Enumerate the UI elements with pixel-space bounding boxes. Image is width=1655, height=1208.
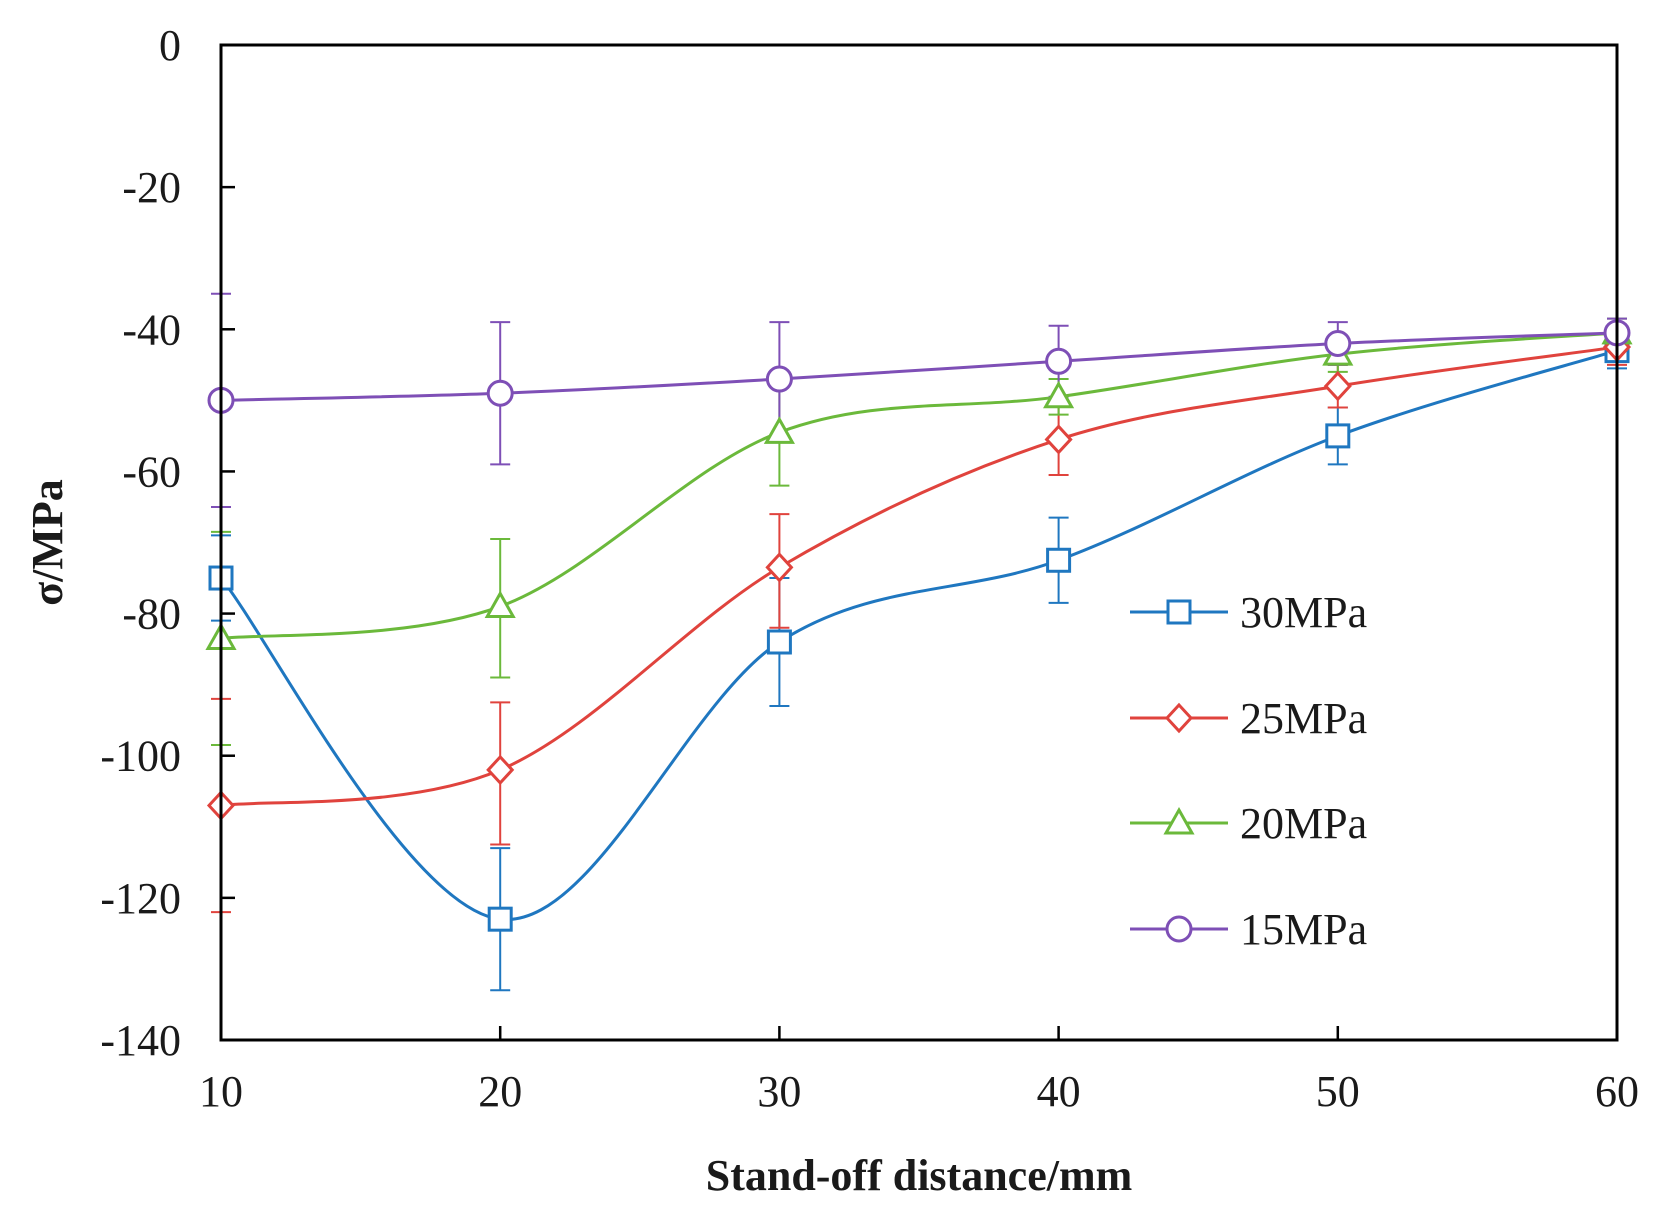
x-tick-label: 60 xyxy=(1595,1067,1639,1116)
y-tick-label: -120 xyxy=(100,874,181,923)
data-point-25MPa xyxy=(1044,424,1073,455)
y-tick-label: -60 xyxy=(122,447,181,496)
data-point-30MPa xyxy=(1325,423,1351,449)
data-point-15MPa xyxy=(765,365,793,393)
legend-marker xyxy=(1163,806,1195,835)
data-point-30MPa xyxy=(487,906,513,932)
x-axis: 10 20 30 40 50 60 xyxy=(199,1026,1639,1116)
legend: 30MPa 25MPa 20MPa 15MPa xyxy=(1130,588,1367,954)
y-tick-label: -100 xyxy=(100,732,181,781)
x-tick-label: 50 xyxy=(1316,1067,1360,1116)
plot-frame xyxy=(219,43,1619,1042)
legend-label: 30MPa xyxy=(1240,588,1367,637)
legend-label: 15MPa xyxy=(1240,905,1367,954)
data-point-25MPa xyxy=(1323,370,1352,402)
legend-marker xyxy=(1165,915,1193,943)
y-tick-label: -140 xyxy=(100,1016,181,1065)
series-line-15MPa xyxy=(220,331,1618,402)
data-point-30MPa xyxy=(766,629,792,655)
x-tick-label: 10 xyxy=(199,1067,243,1116)
series-line-20MPa xyxy=(220,331,1618,640)
data-point-30MPa xyxy=(1046,547,1072,573)
legend-marker xyxy=(1166,599,1192,625)
data-point-15MPa xyxy=(1045,347,1073,375)
data-point-25MPa xyxy=(765,552,794,583)
x-tick-label: 20 xyxy=(478,1067,522,1116)
x-axis-title: Stand-off distance/mm xyxy=(706,1151,1133,1200)
x-tick-label: 40 xyxy=(1037,1067,1081,1116)
error-bars xyxy=(211,292,1627,992)
data-point-20MPa xyxy=(484,590,516,618)
legend-label: 20MPa xyxy=(1240,799,1367,848)
data-point-15MPa xyxy=(1324,330,1352,357)
series-line-30MPa xyxy=(219,349,1618,921)
series-line-25MPa xyxy=(220,345,1618,807)
y-tick-label: 0 xyxy=(159,21,181,70)
y-tick-label: -20 xyxy=(122,163,181,212)
x-tick-label: 30 xyxy=(757,1067,801,1116)
y-axis: 0 -20 -40 -60 -80 -100 -120 -140 xyxy=(100,21,235,1065)
y-tick-label: -40 xyxy=(122,305,181,354)
data-point-25MPa xyxy=(486,754,515,786)
data-point-15MPa xyxy=(486,379,514,407)
legend-marker xyxy=(1164,702,1194,734)
data-point-20MPa xyxy=(763,416,795,444)
y-tick-label: -80 xyxy=(122,590,181,639)
series-group xyxy=(205,316,1633,932)
y-axis-title: σ/MPa xyxy=(23,479,72,606)
legend-label: 25MPa xyxy=(1240,694,1367,743)
data-point-20MPa xyxy=(1043,380,1075,409)
